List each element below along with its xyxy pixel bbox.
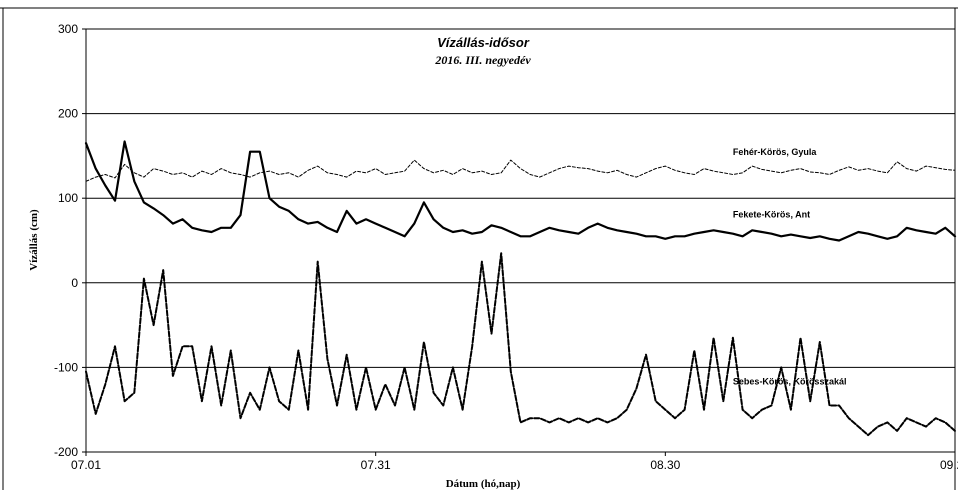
series-label-2: Sebes-Körös, Körösszakál [733, 376, 847, 386]
y-tick-label-4: 200 [58, 107, 78, 121]
y-tick-label-1: -100 [54, 360, 78, 374]
x-tick-labels: 07.01 07.31 08.30 09.29 [71, 458, 958, 472]
chart-subtitle: 2016. III. negyedév [434, 53, 531, 67]
y-axis-title: Vízállás (cm) [28, 209, 40, 271]
series-line-0 [86, 160, 955, 181]
gridlines [82, 29, 955, 456]
y-tick-label-2: 0 [71, 276, 78, 290]
x-tick-label-1: 07.31 [361, 458, 391, 472]
x-tick-label-3: 09.29 [940, 458, 958, 472]
series-labels: Fehér-Körös, Gyula Fekete-Körös, Ant Sebes… [733, 147, 847, 386]
series-lines [86, 142, 955, 436]
x-axis-title: Dátum (hó,nap) [446, 478, 521, 490]
series-line-1 [86, 142, 955, 241]
x-tick-label-0: 07.01 [71, 458, 101, 472]
series-label-0: Fehér-Körös, Gyula [733, 147, 818, 157]
y-tick-labels: -200 -100 0 100 200 300 [54, 22, 78, 459]
y-tick-label-3: 100 [58, 191, 78, 205]
chart-title: Vízállás-idősor [437, 35, 530, 50]
series-label-1: Fekete-Körös, Ant [733, 210, 810, 220]
y-tick-label-5: 300 [58, 22, 78, 36]
y-tick-label-0: -200 [54, 445, 78, 459]
x-tick-label-2: 08.30 [650, 458, 680, 472]
series-line-2 [86, 253, 955, 435]
